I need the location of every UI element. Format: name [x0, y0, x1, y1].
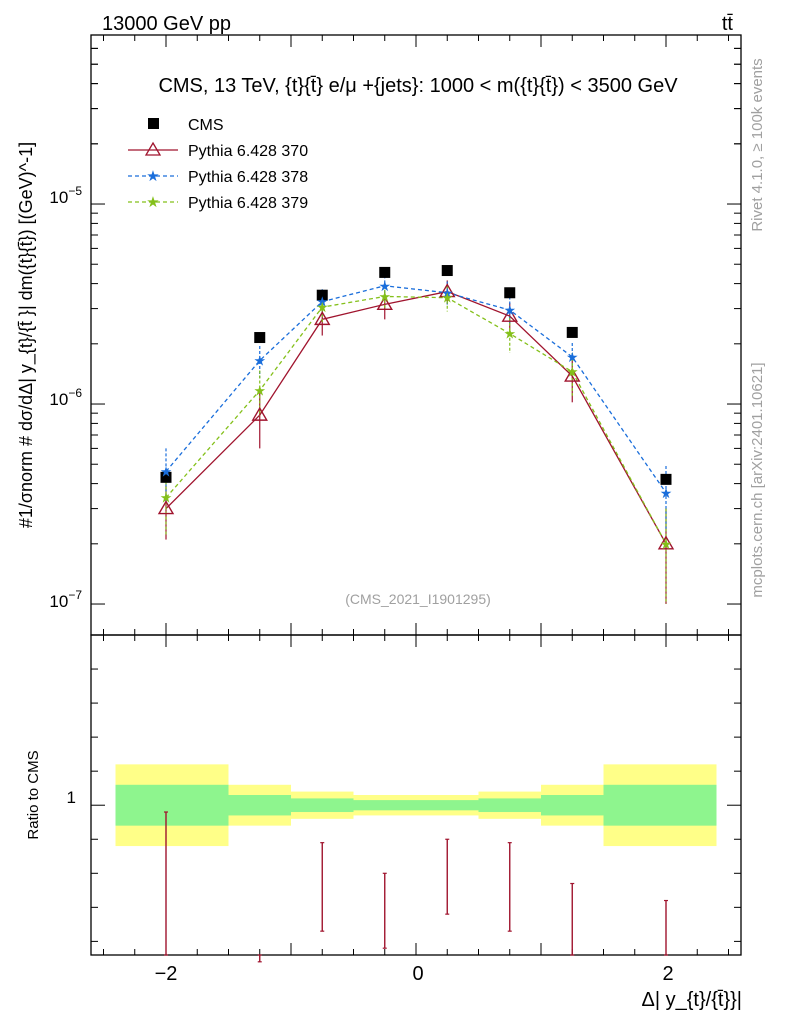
- series-line-2: [165, 285, 667, 494]
- legend-label-379: Pythia 6.428 379: [188, 195, 308, 212]
- cms-point: [160, 471, 172, 483]
- pythia-370-point: [314, 310, 331, 326]
- series-lines: [165, 285, 667, 545]
- pythia-370-point: [564, 367, 581, 382]
- pythia-370-point: [157, 500, 175, 515]
- cms-point: [660, 473, 672, 485]
- error-bars: [165, 275, 667, 605]
- pythia-378-point: ★: [253, 353, 266, 369]
- legend: CMS Pythia 6.428 370 ★ Pythia 6.428 378 …: [128, 117, 308, 212]
- y-axis-label: #1/σnorm # dσ/dΔ| y_{t}/{t̄ }| dm({t}{t̄…: [16, 142, 37, 528]
- pythia-379-point: ★: [378, 288, 391, 304]
- legend-marker-378: ★: [146, 168, 159, 185]
- axis-ticks: [91, 35, 741, 955]
- cms-point: [379, 266, 391, 278]
- x-axis-label: Δ| y_{t}/{t̄}}|: [642, 989, 743, 1011]
- pythia-378-point: ★: [566, 349, 579, 365]
- cms-point: [441, 265, 453, 277]
- ratio-band-inner: [291, 798, 354, 813]
- y-tick-label-1e-7: 10−7: [49, 588, 82, 611]
- ratio-band-inner: [416, 800, 479, 811]
- pythia-379-point: ★: [316, 299, 329, 315]
- pythia-370-point: [251, 406, 268, 421]
- pythia-370-point: [657, 535, 675, 550]
- ratio-tick-label-1: 1: [67, 788, 76, 807]
- pythia-370-point: [439, 283, 456, 298]
- legend-marker-379: ★: [146, 194, 159, 211]
- cms-point: [566, 326, 578, 338]
- y-tick-label-1e-5: 10−5: [49, 184, 82, 207]
- series-line-3: [165, 295, 667, 545]
- x-tick-label-0: 0: [412, 963, 423, 985]
- pythia-379-point: ★: [660, 536, 673, 552]
- ratio-band-inner: [228, 795, 291, 816]
- x-tick-label-neg2: −2: [155, 963, 178, 985]
- pythia-378-point: ★: [441, 285, 454, 301]
- pythia-379-point: ★: [566, 364, 579, 380]
- ratio-band-inner: [478, 798, 541, 813]
- pythia-379-point: ★: [253, 382, 266, 398]
- energy-label: 13000 GeV pp: [102, 13, 231, 35]
- chart-title: CMS, 13 TeV, {t}{t̄} e/μ +{jets}: 1000 <…: [158, 75, 678, 97]
- series-line-1: [165, 290, 667, 545]
- pythia-379-point: ★: [160, 490, 173, 506]
- pythia-378-point: ★: [503, 302, 516, 318]
- legend-marker-370: [144, 141, 162, 156]
- ratio-band-inner: [541, 795, 604, 816]
- ratio-markers: [164, 811, 668, 963]
- pythia-379-point: ★: [503, 326, 516, 342]
- pythia-370-point: [376, 295, 393, 311]
- pythia-370-point: [501, 307, 518, 322]
- rivet-version-label: Rivet 4.1.0, ≥ 100k events: [749, 58, 766, 231]
- cms-point: [504, 287, 516, 299]
- legend-label-378: Pythia 6.428 378: [188, 169, 308, 186]
- y-tick-label-1e-6: 10−6: [49, 386, 82, 409]
- x-tick-label-2: 2: [662, 963, 673, 985]
- legend-label-370: Pythia 6.428 370: [188, 143, 308, 160]
- cms-point: [254, 332, 266, 344]
- analysis-id: (CMS_2021_I1901295): [345, 591, 491, 607]
- pythia-379-point: ★: [441, 290, 454, 306]
- pythia-378-point: ★: [378, 278, 391, 294]
- ratio-axis-label: Ratio to CMS: [25, 750, 42, 839]
- legend-marker-cms: [148, 118, 159, 129]
- ratio-band-inner: [353, 800, 416, 811]
- cms-point: [316, 289, 328, 301]
- process-label: tt̄: [722, 13, 734, 35]
- ratio-bands: [115, 764, 717, 847]
- pythia-378-point: ★: [160, 463, 173, 479]
- pythia-378-point: ★: [660, 485, 673, 501]
- legend-label-cms: CMS: [188, 117, 224, 134]
- ratio-band-inner: [603, 784, 717, 826]
- ratio-band-inner: [115, 784, 229, 826]
- source-site-label: mcplots.cern.ch [arXiv:2401.10621]: [749, 362, 766, 597]
- data-points: ★★★★ ★★★★★★★★ ★★★★: [157, 265, 675, 552]
- pythia-378-point: ★: [316, 294, 329, 310]
